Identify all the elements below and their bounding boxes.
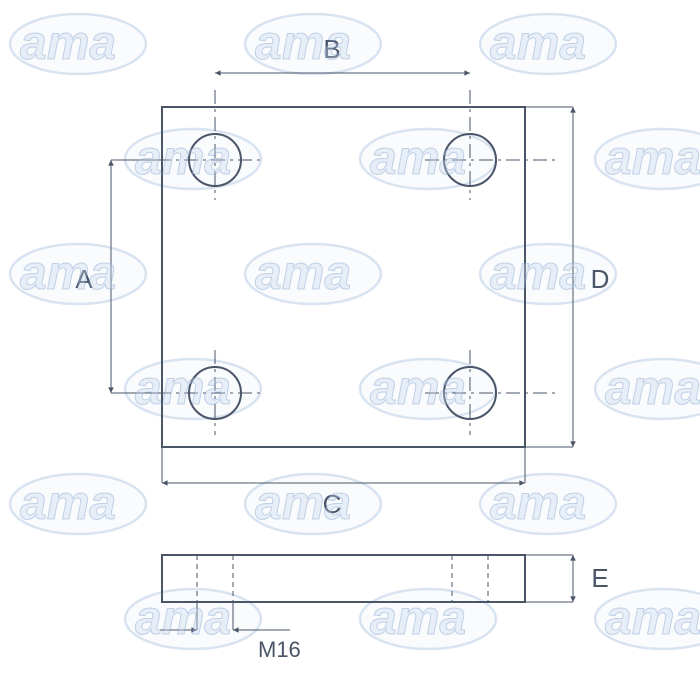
watermark-layer: [10, 14, 700, 649]
label-A: A: [75, 264, 93, 294]
watermark-oval: [595, 589, 700, 649]
watermark-oval: [245, 244, 381, 304]
dimension-labels: A B C D E M16: [75, 34, 609, 662]
watermark-oval: [480, 14, 616, 74]
label-B: B: [323, 34, 340, 64]
watermark-oval: [10, 474, 146, 534]
label-E: E: [591, 563, 608, 593]
watermark-oval: [595, 359, 700, 419]
label-C: C: [323, 489, 342, 519]
watermark-oval: [245, 14, 381, 74]
watermark-oval: [595, 129, 700, 189]
watermark-oval: [10, 14, 146, 74]
watermark-oval: [360, 129, 496, 189]
watermark-oval: [125, 589, 261, 649]
label-D: D: [591, 264, 610, 294]
watermark-oval: [360, 589, 496, 649]
label-M16: M16: [258, 637, 301, 662]
